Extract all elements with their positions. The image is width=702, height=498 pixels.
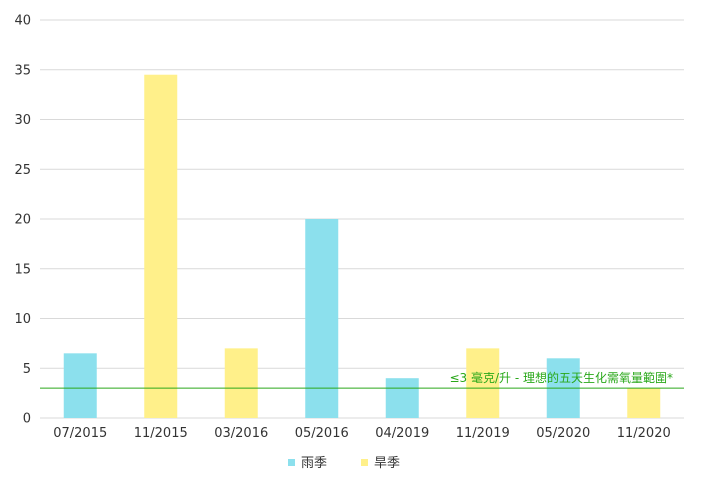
- y-tick-label: 5: [23, 362, 31, 377]
- bar-11-2015[interactable]: [144, 74, 178, 418]
- legend-dry-swatch: [361, 459, 368, 466]
- y-tick-label: 25: [14, 163, 31, 178]
- y-tick-label: 30: [14, 113, 31, 128]
- y-tick-label: 0: [23, 412, 31, 427]
- bar-03-2016[interactable]: [224, 348, 258, 418]
- reference-line-label: ≤3 毫克/升 - 理想的五天生化需氧量範圍*: [449, 370, 673, 385]
- legend-wet-label: 雨季: [301, 456, 327, 471]
- bar-05-2016[interactable]: [305, 219, 339, 418]
- legend-wet-swatch: [288, 459, 295, 466]
- x-tick-label: 03/2016: [214, 426, 268, 441]
- y-tick-label: 40: [14, 14, 31, 29]
- legend: 雨季 旱季: [288, 456, 400, 471]
- bar-07-2015[interactable]: [63, 353, 97, 418]
- bar-04-2019[interactable]: [385, 378, 419, 418]
- y-tick-label: 10: [14, 312, 31, 327]
- legend-dry-label: 旱季: [374, 456, 400, 471]
- x-tick-label: 11/2020: [617, 426, 671, 441]
- y-tick-label: 35: [14, 63, 31, 78]
- x-tick-label: 07/2015: [53, 426, 107, 441]
- x-tick-label: 05/2020: [536, 426, 590, 441]
- x-tick-label: 11/2015: [134, 426, 188, 441]
- reference-line-group: ≤3 毫克/升 - 理想的五天生化需氧量範圍*: [40, 370, 684, 389]
- x-tick-label: 11/2019: [456, 426, 510, 441]
- bar-11-2020[interactable]: [627, 388, 661, 418]
- x-tick-label: 04/2019: [375, 426, 429, 441]
- y-tick-label: 15: [14, 262, 31, 277]
- x-axis-ticks: 07/2015 11/2015 03/2016 05/2016 04/2019 11/20…: [53, 426, 671, 441]
- gridlines: [40, 19, 684, 419]
- y-tick-label: 20: [14, 213, 31, 228]
- bar-11-2019[interactable]: [466, 348, 500, 418]
- x-tick-label: 05/2016: [295, 426, 349, 441]
- y-axis-ticks: 0 5 10 15 20 25 30 35 40: [14, 14, 31, 427]
- bars: [63, 74, 661, 418]
